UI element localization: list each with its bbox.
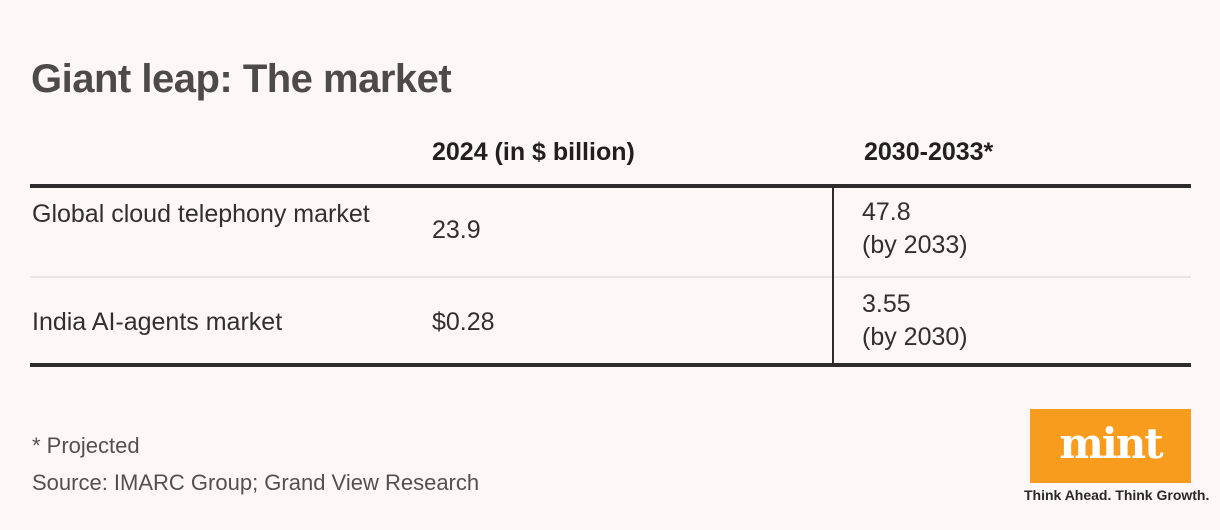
row2-future-value: 3.55 <box>862 290 911 318</box>
row2-value-future: 3.55 (by 2030) <box>862 288 968 354</box>
row-label-global-cloud-telephony: Global cloud telephony market <box>32 200 370 228</box>
column-header-2030-2033: 2030-2033* <box>864 138 994 166</box>
source-attribution: Source: IMARC Group; Grand View Research <box>32 470 480 495</box>
row1-future-note: (by 2033) <box>862 231 968 259</box>
row2-value-2024: $0.28 <box>432 308 495 336</box>
projected-footnote: * Projected <box>32 433 140 458</box>
mint-logo: mint <box>1030 409 1191 483</box>
column-header-2024: 2024 (in $ billion) <box>432 138 635 166</box>
mint-logo-tagline: Think Ahead. Think Growth. <box>1024 487 1210 503</box>
row2-future-note: (by 2030) <box>862 323 968 351</box>
row1-value-future: 47.8 (by 2033) <box>862 196 968 262</box>
row1-future-value: 47.8 <box>862 198 911 226</box>
page-title: Giant leap: The market <box>31 56 452 101</box>
table-bottom-rule <box>30 363 1191 367</box>
row-label-india-ai-agents: India AI-agents market <box>32 308 283 336</box>
mint-logo-wordmark: mint <box>1059 419 1163 468</box>
row1-value-2024: 23.9 <box>432 216 481 244</box>
row-separator <box>30 276 1191 278</box>
table-top-rule <box>30 184 1191 188</box>
column-divider <box>832 184 834 367</box>
